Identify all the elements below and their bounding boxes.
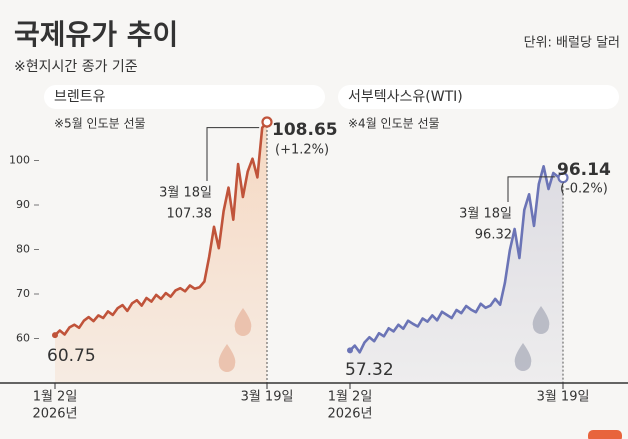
y-tick-label: 60	[16, 332, 30, 345]
droplet-icon	[514, 343, 532, 371]
panel-title: 브렌트유	[54, 89, 106, 105]
x-tick-label: 3월 19일	[241, 390, 294, 405]
end-marker	[557, 172, 569, 184]
annotation-date: 3월 18일	[459, 207, 512, 222]
panel-note: ※4월 인도분 선물	[348, 117, 440, 131]
x-tick-label: 1월 2일	[33, 390, 78, 405]
end-marker	[261, 116, 273, 128]
droplet-icon	[532, 306, 550, 334]
change-label: (+1.2%)	[275, 143, 329, 158]
start-marker	[347, 347, 353, 354]
start-value-label: 57.32	[345, 360, 394, 380]
panel-note: ※5월 인도분 선물	[54, 117, 146, 131]
annotation-value: 107.38	[167, 207, 213, 222]
droplet-icon	[218, 344, 236, 372]
start-value-label: 60.75	[47, 346, 96, 366]
plot-layer: 브렌트유 ※5월 인도분 선물 60 70 80 90 100 60.75 108.65 (+1.…	[9, 89, 611, 422]
y-tick-label: 100	[9, 154, 30, 167]
annotation-line	[206, 127, 260, 181]
panel-header	[44, 85, 325, 109]
page-title: 국제유가 추이	[14, 18, 178, 51]
unit: 단위: 배럴당 달러	[524, 36, 620, 51]
area	[55, 122, 267, 383]
droplet-icon	[234, 308, 252, 336]
end-value-label: 96.14	[557, 160, 611, 180]
corner-tab	[588, 430, 622, 439]
start-marker	[52, 332, 58, 339]
annotation-line	[507, 176, 556, 202]
panel-header	[338, 85, 619, 109]
annotation-date: 3월 18일	[159, 186, 212, 201]
x-tick-label: 3월 19일	[537, 390, 590, 405]
y-tick-label: 90	[16, 198, 30, 211]
line	[54, 121, 268, 337]
change-label: (-0.2%)	[560, 182, 608, 197]
x-year-label: 2026년	[32, 407, 77, 422]
panel-title: 서부텍사스유(WTI)	[348, 89, 463, 105]
end-value-label: 108.65	[272, 120, 338, 140]
x-year-label: 2026년	[327, 407, 372, 422]
subtitle: ※현지시간 종가 기준	[14, 59, 138, 75]
line	[349, 165, 564, 354]
x-tick-label: 1월 2일	[328, 390, 373, 405]
y-tick-label: 80	[16, 243, 30, 256]
annotation-value: 96.32	[475, 228, 512, 243]
y-tick-label: 70	[16, 287, 30, 300]
